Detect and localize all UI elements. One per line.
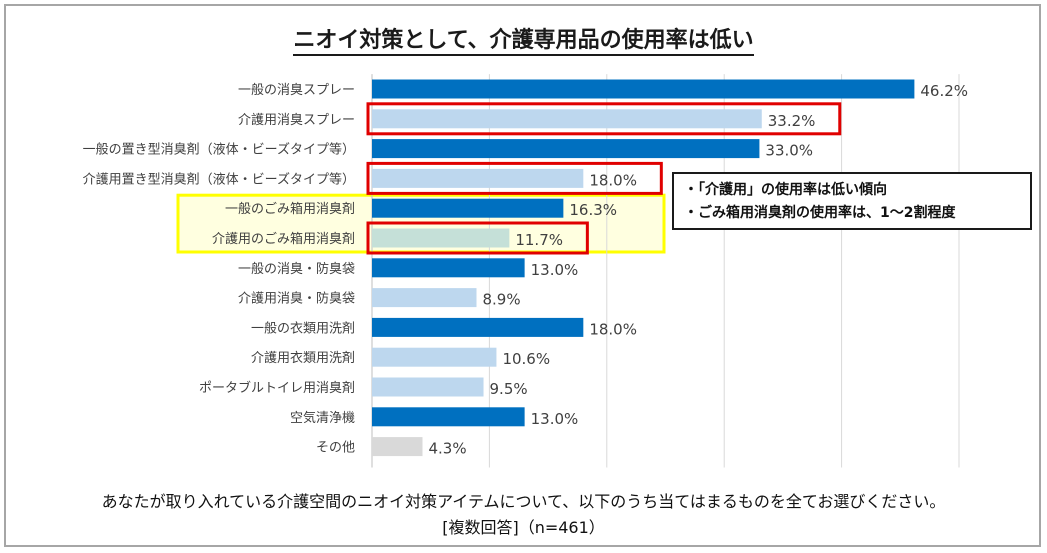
value-label: 33.2% (768, 112, 816, 130)
bar (372, 377, 484, 397)
callout-box: ・「介護用」の使用率は低い傾向 ・ごみ箱用消臭剤の使用率は、1～2割程度 (672, 172, 1032, 230)
bar (372, 258, 525, 278)
value-label: 33.0% (765, 142, 813, 160)
red-highlight-box (366, 102, 842, 136)
value-label: 18.0% (589, 320, 637, 338)
value-labels-layer: 46.2% 33.2% 33.0% 18.0% 16.3% 11.7% 13.0% 8.9% 1… (428, 82, 968, 458)
chart-title: ニオイ対策として、介護専用品の使用率は低い (0, 22, 1047, 56)
survey-question: あなたが取り入れている介護空間のニオイ対策アイテムについて、以下のうち当てはまる… (101, 492, 946, 511)
value-label: 13.0% (531, 261, 579, 279)
category-label: 一般の置き型消臭剤（液体・ビーズタイプ等） (83, 142, 355, 158)
survey-note: [複数回答]（n=461） (442, 518, 605, 537)
category-label: 介護用置き型消臭剤（液体・ビーズタイプ等） (83, 171, 355, 187)
bar (372, 407, 525, 427)
category-label: 介護用のごみ箱用消臭剤 (212, 231, 355, 247)
callout-line-2: ・ごみ箱用消臭剤の使用率は、1～2割程度 (684, 205, 956, 221)
bar (372, 79, 915, 99)
bar (372, 288, 477, 308)
red-highlight-layer (366, 102, 842, 255)
value-label: 11.7% (515, 231, 563, 249)
bar (372, 168, 584, 188)
category-label: ポータブルトイレ用消臭剤 (199, 380, 355, 396)
bar (372, 109, 762, 129)
bar (372, 347, 497, 367)
value-label: 8.9% (482, 291, 520, 309)
bar (372, 437, 423, 457)
category-label: 一般の消臭スプレー (238, 82, 355, 98)
category-label: 一般のごみ箱用消臭剤 (225, 201, 355, 217)
callout-line-1: ・「介護用」の使用率は低い傾向 (684, 182, 887, 198)
category-label: 空気清浄機 (290, 410, 355, 426)
bar (372, 317, 584, 337)
red-highlight-box (366, 161, 663, 195)
value-label: 9.5% (490, 380, 528, 398)
category-label: 一般の衣類用洗剤 (251, 320, 355, 336)
value-label: 13.0% (531, 410, 579, 428)
value-label: 4.3% (428, 440, 466, 458)
value-label: 16.3% (569, 201, 617, 219)
value-label: 10.6% (502, 350, 550, 368)
category-label: 介護用消臭スプレー (238, 112, 355, 128)
category-label: 一般の消臭・防臭袋 (238, 261, 355, 277)
red-highlight-box (366, 221, 589, 255)
value-label: 46.2% (920, 82, 968, 100)
category-label: 介護用衣類用洗剤 (251, 350, 355, 366)
bar (372, 228, 510, 248)
chart-title-text: ニオイ対策として、介護専用品の使用率は低い (293, 28, 754, 56)
value-label: 18.0% (589, 171, 637, 189)
bars-layer (372, 79, 915, 457)
category-label: 介護用消臭・防臭袋 (238, 291, 355, 307)
category-label: その他 (316, 441, 355, 456)
bar (372, 198, 564, 218)
bar (372, 139, 760, 159)
